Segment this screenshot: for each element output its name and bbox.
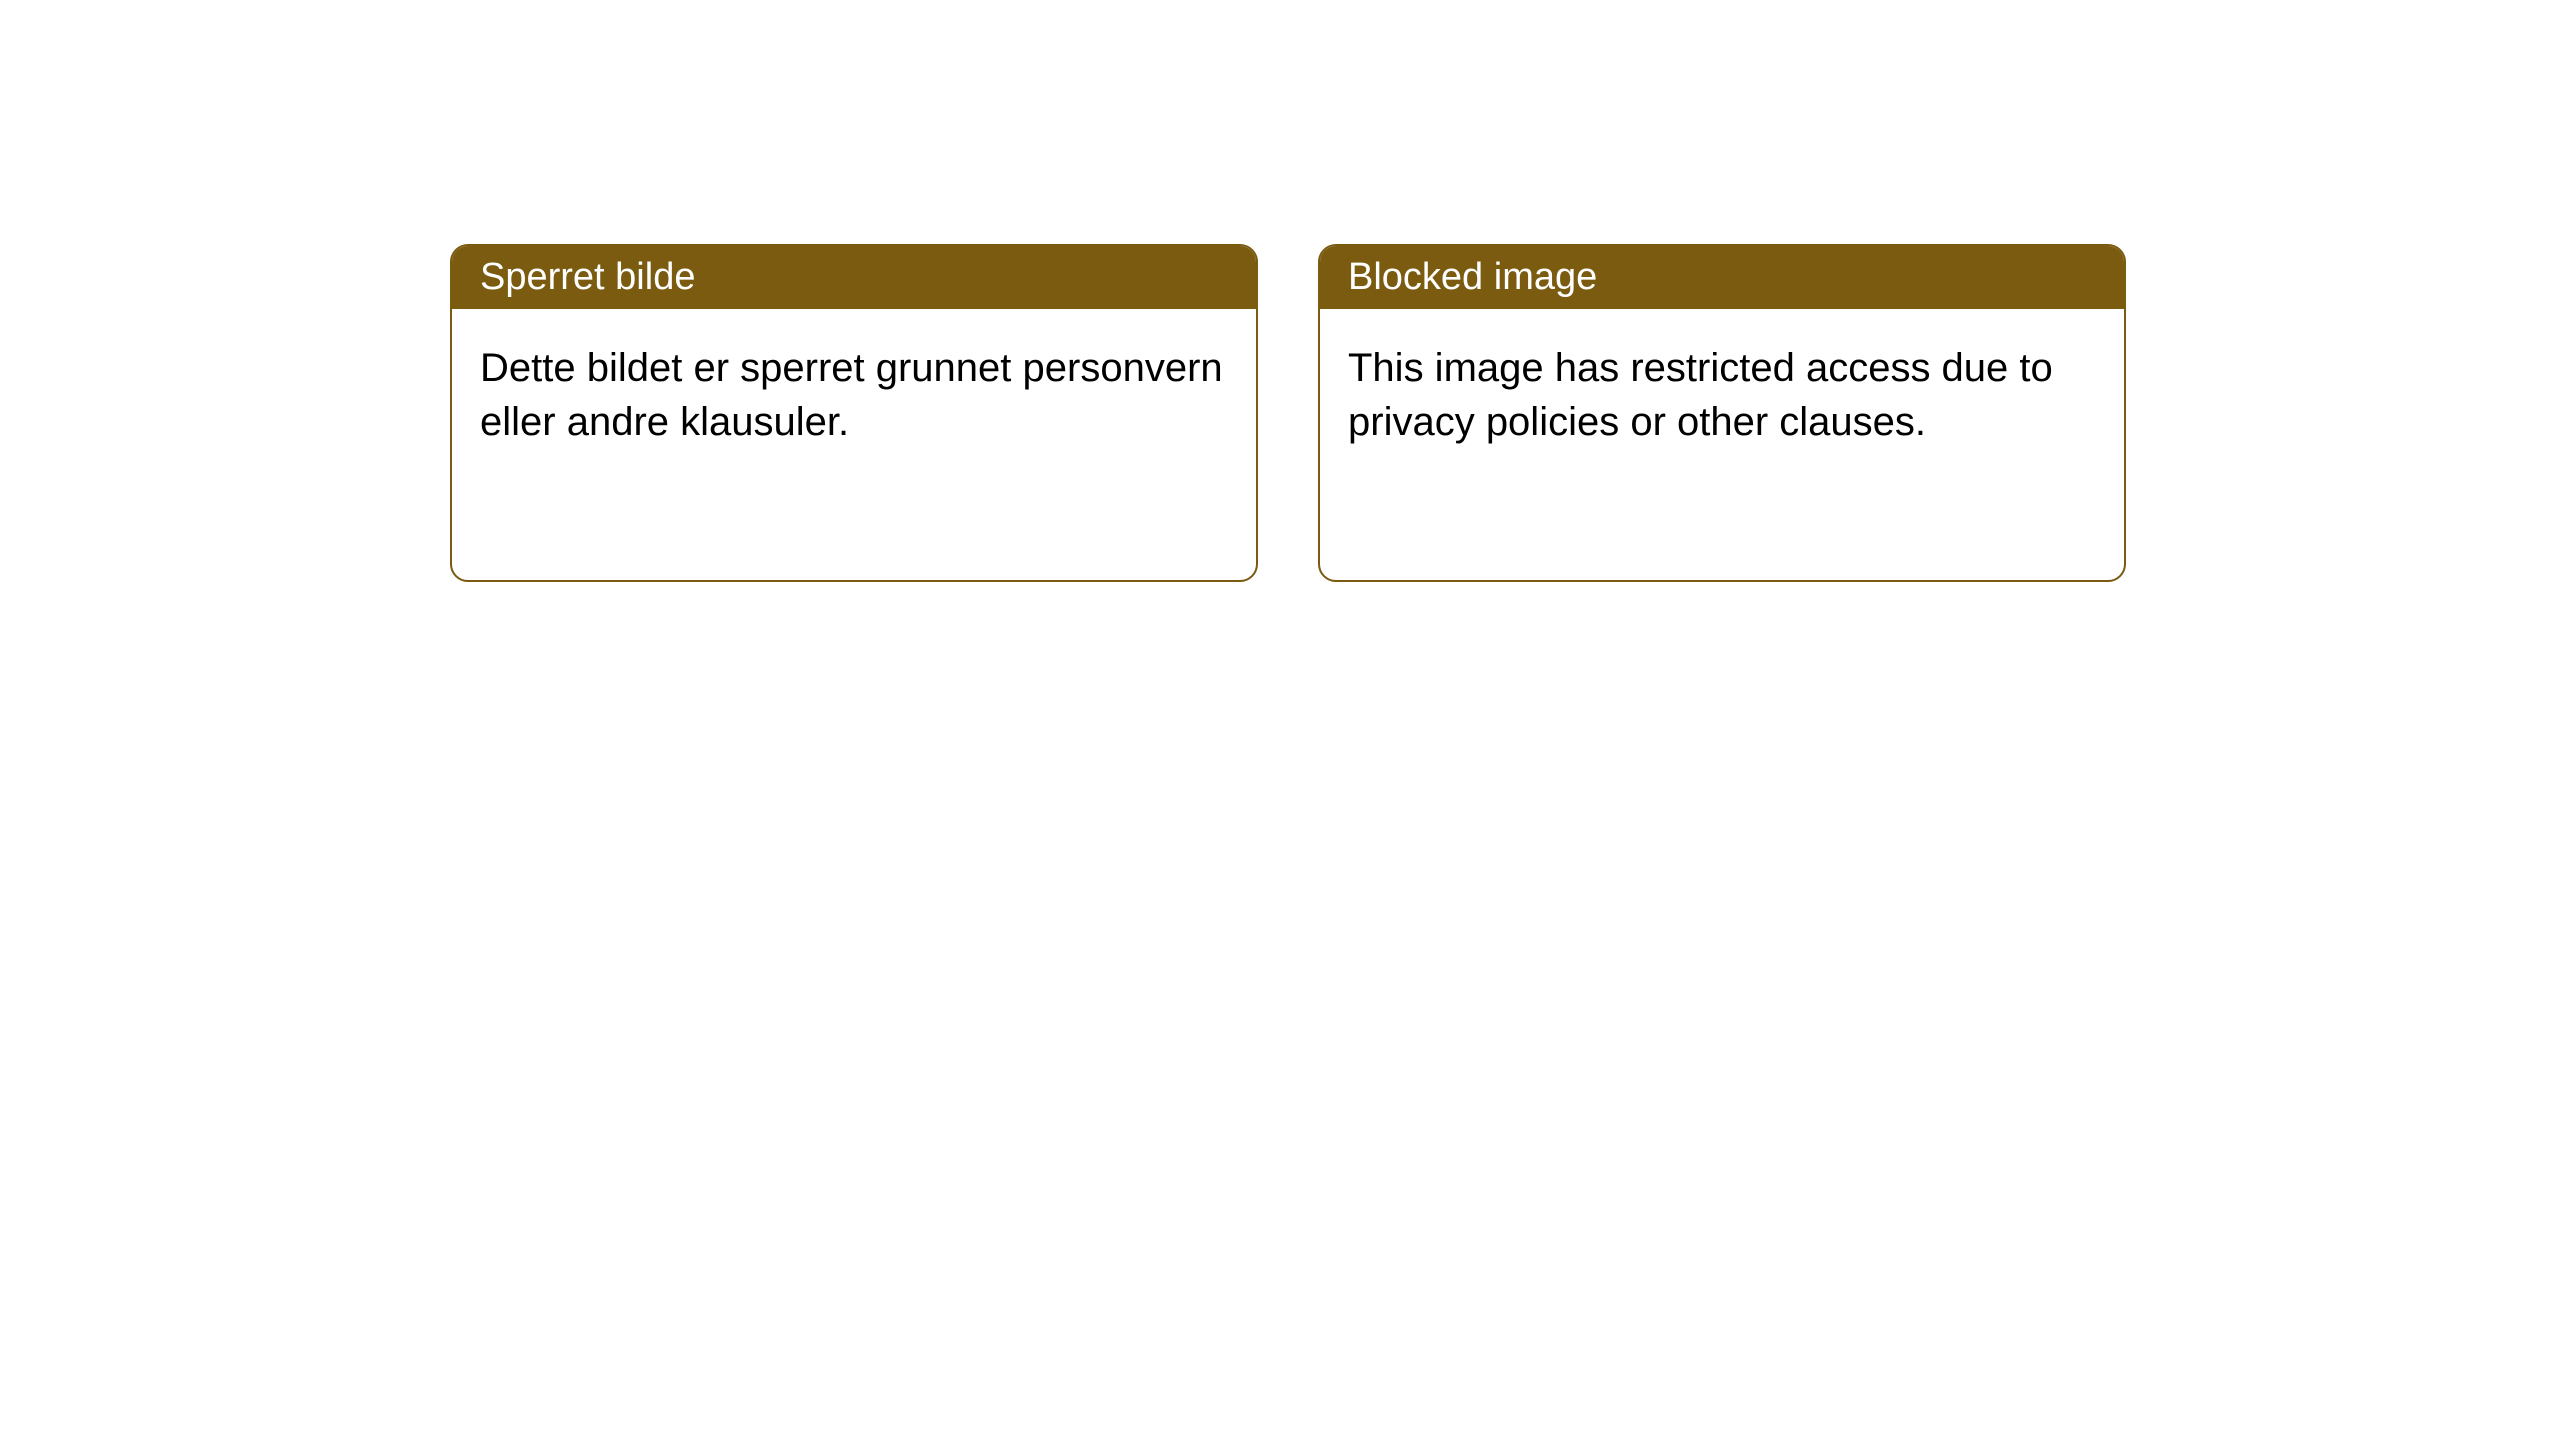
notices-container: Sperret bilde Dette bildet er sperret gr… xyxy=(0,0,2560,582)
notice-body-english: This image has restricted access due to … xyxy=(1320,309,2124,481)
notice-box-english: Blocked image This image has restricted … xyxy=(1318,244,2126,582)
notice-body-norwegian: Dette bildet er sperret grunnet personve… xyxy=(452,309,1256,481)
notice-title-english: Blocked image xyxy=(1348,256,1597,298)
notice-header-norwegian: Sperret bilde xyxy=(452,246,1256,309)
notice-title-norwegian: Sperret bilde xyxy=(480,256,695,298)
notice-text-english: This image has restricted access due to … xyxy=(1348,346,2053,444)
notice-header-english: Blocked image xyxy=(1320,246,2124,309)
notice-box-norwegian: Sperret bilde Dette bildet er sperret gr… xyxy=(450,244,1258,582)
notice-text-norwegian: Dette bildet er sperret grunnet personve… xyxy=(480,346,1223,444)
